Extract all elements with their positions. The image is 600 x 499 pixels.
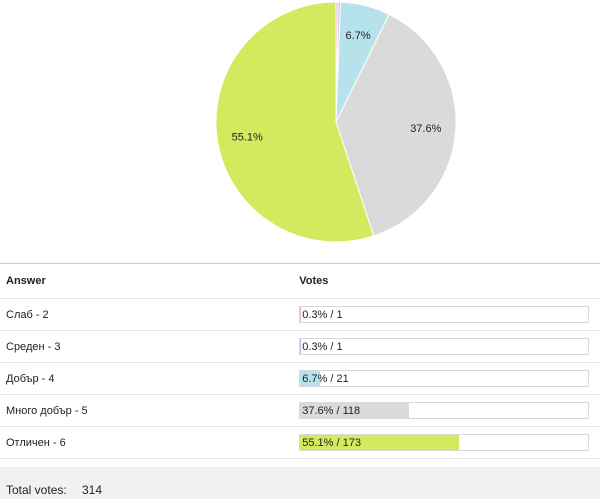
table-row: Среден - 3 0.3% / 1 bbox=[0, 330, 600, 363]
vote-bar: 0.3% / 1 bbox=[299, 338, 590, 355]
votes-cell: 0.3% / 1 bbox=[299, 330, 600, 363]
table-row: Добър - 4 6.7% / 21 bbox=[0, 362, 600, 395]
vote-bar-fill bbox=[300, 307, 302, 322]
pie-chart-svg: 6.7% 37.6% 55.1% bbox=[215, 1, 457, 243]
vote-bar: 0.3% / 1 bbox=[299, 306, 590, 323]
answer-cell: Слаб - 2 bbox=[0, 298, 300, 331]
votes-cell: 37.6% / 118 bbox=[299, 394, 600, 427]
answer-cell: Среден - 3 bbox=[0, 330, 300, 363]
votes-cell: 55.1% / 173 bbox=[299, 426, 600, 459]
table-body: Слаб - 2 0.3% / 1 Среден - 3 0.3% / 1 Добър … bbox=[0, 298, 600, 459]
votes-cell: 0.3% / 1 bbox=[299, 298, 600, 331]
table-row: Много добър - 5 37.6% / 118 bbox=[0, 394, 600, 427]
table-row: Слаб - 2 0.3% / 1 bbox=[0, 298, 600, 331]
total-votes-label: Total votes: bbox=[6, 483, 67, 497]
header-answer: Answer bbox=[0, 264, 300, 299]
vote-bar-text: 0.3% / 1 bbox=[302, 309, 343, 321]
pie-chart: 6.7% 37.6% 55.1% bbox=[215, 1, 457, 243]
vote-bar: 6.7% / 21 bbox=[299, 370, 590, 387]
table-header-row: Answer Votes bbox=[0, 264, 600, 299]
pie-slice bbox=[215, 1, 375, 243]
vote-bar-fill bbox=[300, 435, 459, 450]
votes-cell: 6.7% / 21 bbox=[299, 362, 600, 395]
vote-bar-fill bbox=[300, 403, 409, 418]
vote-bar-text: 37.6% / 118 bbox=[302, 405, 361, 417]
answer-cell: Добър - 4 bbox=[0, 362, 300, 395]
pie-slice-label: 55.1% bbox=[232, 131, 263, 143]
vote-bar-text: 6.7% / 21 bbox=[302, 373, 349, 385]
vote-bar: 37.6% / 118 bbox=[299, 402, 590, 419]
total-votes-value: 314 bbox=[82, 483, 103, 497]
total-votes-footer: Total votes: 314 bbox=[0, 467, 600, 499]
answer-cell: Много добър - 5 bbox=[0, 394, 300, 427]
answer-cell: Отличен - 6 bbox=[0, 426, 300, 459]
pie-slice-label: 37.6% bbox=[410, 123, 441, 135]
vote-bar: 55.1% / 173 bbox=[299, 434, 590, 451]
table-row: Отличен - 6 55.1% / 173 bbox=[0, 426, 600, 459]
vote-bar-fill bbox=[300, 339, 302, 354]
pie-slice bbox=[335, 13, 457, 237]
vote-bar-text: 0.3% / 1 bbox=[302, 341, 343, 353]
vote-bar-fill bbox=[300, 371, 320, 386]
chart-divider bbox=[0, 263, 600, 264]
pie-slice-label: 6.7% bbox=[346, 30, 371, 42]
vote-bar-text: 55.1% / 173 bbox=[302, 437, 361, 449]
header-votes: Votes bbox=[299, 264, 600, 299]
